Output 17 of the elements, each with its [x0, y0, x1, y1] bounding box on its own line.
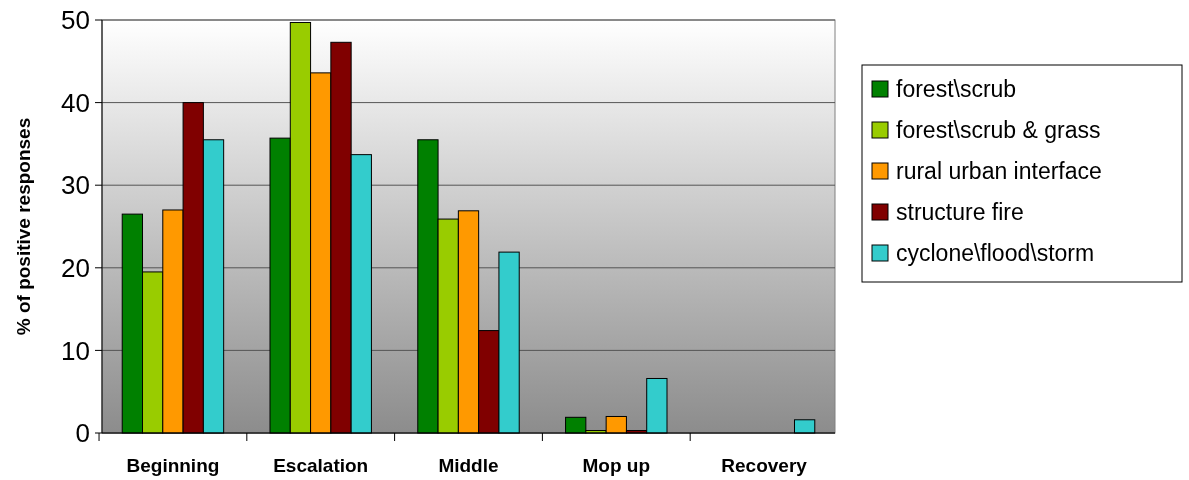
- y-axis-title: % of positive responses: [13, 117, 34, 336]
- legend-label: cyclone\flood\storm: [896, 240, 1095, 267]
- y-tick-label: 20: [61, 252, 90, 283]
- legend-label: structure fire: [896, 199, 1024, 226]
- legend-label: forest\scrub: [896, 76, 1017, 103]
- x-tick-label: Mop up: [582, 455, 651, 476]
- x-tick-label: Escalation: [273, 455, 369, 476]
- y-tick-label: 0: [75, 418, 90, 449]
- y-tick-label: 50: [61, 5, 90, 36]
- legend-label: rural urban interface: [896, 158, 1102, 185]
- x-tick-label: Beginning: [126, 455, 220, 476]
- x-tick-label: Recovery: [721, 455, 808, 476]
- x-tick-label: Middle: [438, 455, 499, 476]
- legend-label: forest\scrub & grass: [896, 117, 1101, 144]
- y-tick-label: 10: [61, 335, 90, 366]
- y-tick-label: 30: [61, 170, 90, 201]
- y-tick-label: 40: [61, 87, 90, 118]
